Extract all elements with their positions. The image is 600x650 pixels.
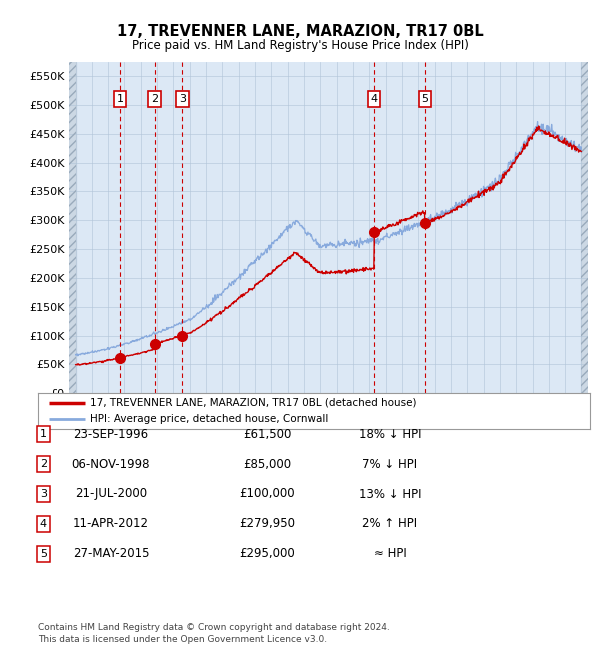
- Text: 1: 1: [116, 94, 124, 104]
- Text: 2: 2: [40, 459, 47, 469]
- Text: 4: 4: [40, 519, 47, 529]
- Text: £295,000: £295,000: [239, 547, 295, 560]
- Text: £279,950: £279,950: [239, 517, 295, 530]
- Text: 21-JUL-2000: 21-JUL-2000: [75, 488, 147, 500]
- Text: 1: 1: [40, 429, 47, 439]
- Text: 17, TREVENNER LANE, MARAZION, TR17 0BL (detached house): 17, TREVENNER LANE, MARAZION, TR17 0BL (…: [90, 398, 417, 408]
- Text: £61,500: £61,500: [243, 428, 291, 441]
- Text: Price paid vs. HM Land Registry's House Price Index (HPI): Price paid vs. HM Land Registry's House …: [131, 39, 469, 52]
- Text: 2% ↑ HPI: 2% ↑ HPI: [362, 517, 418, 530]
- Text: This data is licensed under the Open Government Licence v3.0.: This data is licensed under the Open Gov…: [38, 634, 327, 644]
- Text: 5: 5: [421, 94, 428, 104]
- Text: 23-SEP-1996: 23-SEP-1996: [73, 428, 149, 441]
- Text: ≈ HPI: ≈ HPI: [374, 547, 406, 560]
- Bar: [581, 62, 588, 393]
- Text: 27-MAY-2015: 27-MAY-2015: [73, 547, 149, 560]
- Text: £100,000: £100,000: [239, 488, 295, 500]
- Text: 3: 3: [179, 94, 186, 104]
- Text: 06-NOV-1998: 06-NOV-1998: [72, 458, 150, 471]
- Text: HPI: Average price, detached house, Cornwall: HPI: Average price, detached house, Corn…: [90, 414, 329, 424]
- Text: 11-APR-2012: 11-APR-2012: [73, 517, 149, 530]
- Text: Contains HM Land Registry data © Crown copyright and database right 2024.: Contains HM Land Registry data © Crown c…: [38, 623, 389, 632]
- Bar: [69, 62, 76, 393]
- Text: 18% ↓ HPI: 18% ↓ HPI: [359, 428, 421, 441]
- Text: 2: 2: [151, 94, 158, 104]
- Text: 13% ↓ HPI: 13% ↓ HPI: [359, 488, 421, 500]
- Text: 3: 3: [40, 489, 47, 499]
- Text: 5: 5: [40, 549, 47, 559]
- Bar: [69, 62, 76, 393]
- Text: 4: 4: [370, 94, 377, 104]
- Text: 7% ↓ HPI: 7% ↓ HPI: [362, 458, 418, 471]
- Text: £85,000: £85,000: [243, 458, 291, 471]
- Bar: [581, 62, 588, 393]
- Text: 17, TREVENNER LANE, MARAZION, TR17 0BL: 17, TREVENNER LANE, MARAZION, TR17 0BL: [116, 24, 484, 39]
